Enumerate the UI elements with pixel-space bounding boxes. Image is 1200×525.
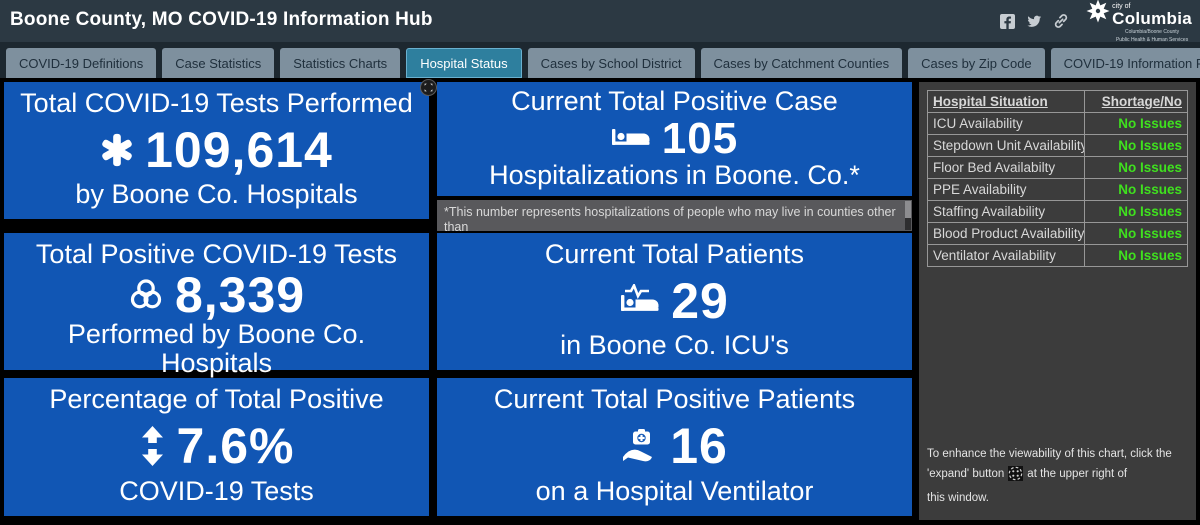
tab-covid19-definitions[interactable]: COVID-19 Definitions (6, 48, 157, 78)
status-badge: No Issues (1084, 178, 1188, 201)
logo-subtitle-1: Columbia/Boone County (1124, 28, 1180, 35)
table-row: PPE Availability No Issues (927, 178, 1188, 201)
card-value: 29 (671, 272, 729, 329)
status-badge: No Issues (1084, 200, 1188, 223)
situation-label: Staffing Availability (927, 200, 1085, 223)
table-row: Ventilator Availability No Issues (927, 244, 1188, 267)
column-header-situation: Hospital Situation (927, 90, 1085, 113)
tab-label: Cases by Catchment Counties (713, 55, 890, 71)
card-title: Percentage of Total Positive (49, 384, 384, 414)
card-subtitle: Hospitalizations in Boone. Co.* (489, 159, 860, 190)
tab-label: Cases by School District (540, 55, 682, 71)
card-value: 109,614 (145, 121, 333, 178)
help-line3: this window. (927, 491, 990, 504)
status-badge: No Issues (1084, 222, 1188, 245)
tab-case-statistics[interactable]: Case Statistics (162, 48, 275, 78)
tab-label: Hospital Status (420, 55, 508, 71)
table-row: Staffing Availability No Issues (927, 200, 1188, 223)
tab-cases-by-zip-code[interactable]: Cases by Zip Code (908, 48, 1045, 78)
card-value: 105 (661, 113, 739, 163)
header-bar: Boone County, MO COVID-19 Information Hu… (0, 0, 1200, 44)
table-header-row: Hospital Situation Shortage/No (927, 90, 1188, 113)
stat-card-positive-tests: Total Positive COVID-19 Tests 8,339 Perf… (4, 233, 429, 378)
logo-name: Columbia (1112, 8, 1192, 28)
logo-subtitle-2: Public Health & Human Services (1115, 37, 1189, 43)
stat-card-total-tests: Total COVID-19 Tests Performed 109,614 b… (4, 82, 429, 219)
card-title: Current Total Patients (544, 239, 805, 269)
page-title: Boone County, MO COVID-19 Information Hu… (10, 9, 433, 30)
table-row: ICU Availability No Issues (927, 112, 1188, 135)
tab-cases-by-catchment-counties[interactable]: Cases by Catchment Counties (700, 48, 903, 78)
table-row: Blood Product Availability No Issues (927, 222, 1188, 245)
header-right: city of Columbia Columbia/Boone County P… (999, 0, 1192, 44)
card-value: 8,339 (174, 266, 306, 323)
expand-help-text: To enhance the viewability of this chart… (927, 444, 1179, 508)
situation-label: Blood Product Availability (927, 222, 1085, 245)
tab-label: COVID-19 Information Page (1063, 55, 1200, 71)
expand-button[interactable] (420, 79, 437, 96)
card-title: Current Total Positive Patients (493, 384, 856, 414)
tab-label: COVID-19 Definitions (19, 55, 144, 71)
help-line2: at the upper right of (1027, 467, 1128, 480)
card-title: Total Positive COVID-19 Tests (35, 239, 398, 269)
stat-card-percent-positive: Percentage of Total Positive 7.6% COVID-… (4, 378, 429, 516)
star-of-life-icon (100, 133, 134, 167)
tab-bar: COVID-19 Definitions Case Statistics Sta… (0, 42, 1200, 78)
icu-bed-icon (620, 283, 660, 318)
help-expand-label: 'expand' button (927, 467, 1005, 480)
status-badge: No Issues (1084, 244, 1188, 267)
card-subtitle: Performed by Boone Co. Hospitals (67, 318, 366, 379)
stat-card-hospitalizations: Current Total Positive Case 105 Hospital… (437, 82, 912, 196)
hospital-bed-icon (611, 126, 651, 152)
logo-city-of: city of (1112, 2, 1131, 10)
tab-label: Cases by Zip Code (921, 55, 1032, 71)
card-subtitle: by Boone Co. Hospitals (75, 179, 358, 210)
situation-label: PPE Availability (927, 178, 1085, 201)
situation-label: Stepdown Unit Availability (927, 134, 1085, 157)
expand-button-icon (1008, 465, 1024, 488)
card-title: Total COVID-19 Tests Performed (20, 88, 413, 118)
footnote-scrollbar[interactable] (905, 201, 911, 230)
situation-label: Floor Bed Availabilty (927, 156, 1085, 179)
tab-label: Statistics Charts (293, 55, 388, 71)
scrollbar-thumb[interactable] (905, 201, 911, 218)
status-badge: No Issues (1084, 156, 1188, 179)
table-row: Stepdown Unit Availability No Issues (927, 134, 1188, 157)
card-subtitle: COVID-19 Tests (119, 476, 314, 507)
status-badge: No Issues (1084, 134, 1188, 157)
tab-label: Case Statistics (175, 55, 262, 71)
hospital-situation-panel: Hospital Situation Shortage/No ICU Avail… (919, 82, 1196, 520)
city-of-columbia-logo: city of Columbia Columbia/Boone County P… (1086, 0, 1192, 44)
column-header-shortage: Shortage/No (1084, 90, 1188, 113)
tab-cases-by-school-district[interactable]: Cases by School District (527, 48, 695, 78)
card-subtitle: in Boone Co. ICU's (560, 330, 789, 361)
link-icon[interactable] (1053, 13, 1069, 29)
up-down-arrows-icon (139, 426, 166, 466)
situation-label: Ventilator Availability (927, 244, 1085, 267)
help-line1: To enhance the viewability of this chart… (927, 447, 1172, 460)
tab-statistics-charts[interactable]: Statistics Charts (280, 48, 401, 78)
status-badge: No Issues (1084, 112, 1188, 135)
card-value: 16 (670, 418, 728, 474)
stat-card-icu-patients: Current Total Patients 29 in Boone Co. I… (437, 233, 912, 370)
footnote-line1: *This number represents hospitalizations… (444, 205, 896, 231)
tab-covid19-information-page[interactable]: COVID-19 Information Page (1050, 48, 1200, 78)
facebook-icon[interactable] (999, 13, 1015, 29)
card-title: Current Total Positive Case (511, 86, 838, 116)
twitter-icon[interactable] (1026, 13, 1042, 29)
hospital-situation-table: Hospital Situation Shortage/No ICU Avail… (927, 90, 1188, 267)
tab-hospital-status[interactable]: Hospital Status (406, 48, 522, 78)
ventilator-hand-icon (621, 428, 659, 465)
hospitalization-footnote: *This number represents hospitalizations… (437, 200, 912, 231)
situation-label: ICU Availability (927, 112, 1085, 135)
card-value: 7.6% (176, 418, 295, 474)
biohazard-icon (128, 277, 164, 313)
columbia-flower-icon (1086, 0, 1110, 22)
table-row: Floor Bed Availabilty No Issues (927, 156, 1188, 179)
card-subtitle: on a Hospital Ventilator (535, 476, 814, 507)
stat-card-ventilator-patients: Current Total Positive Patients 16 on a … (437, 378, 912, 516)
